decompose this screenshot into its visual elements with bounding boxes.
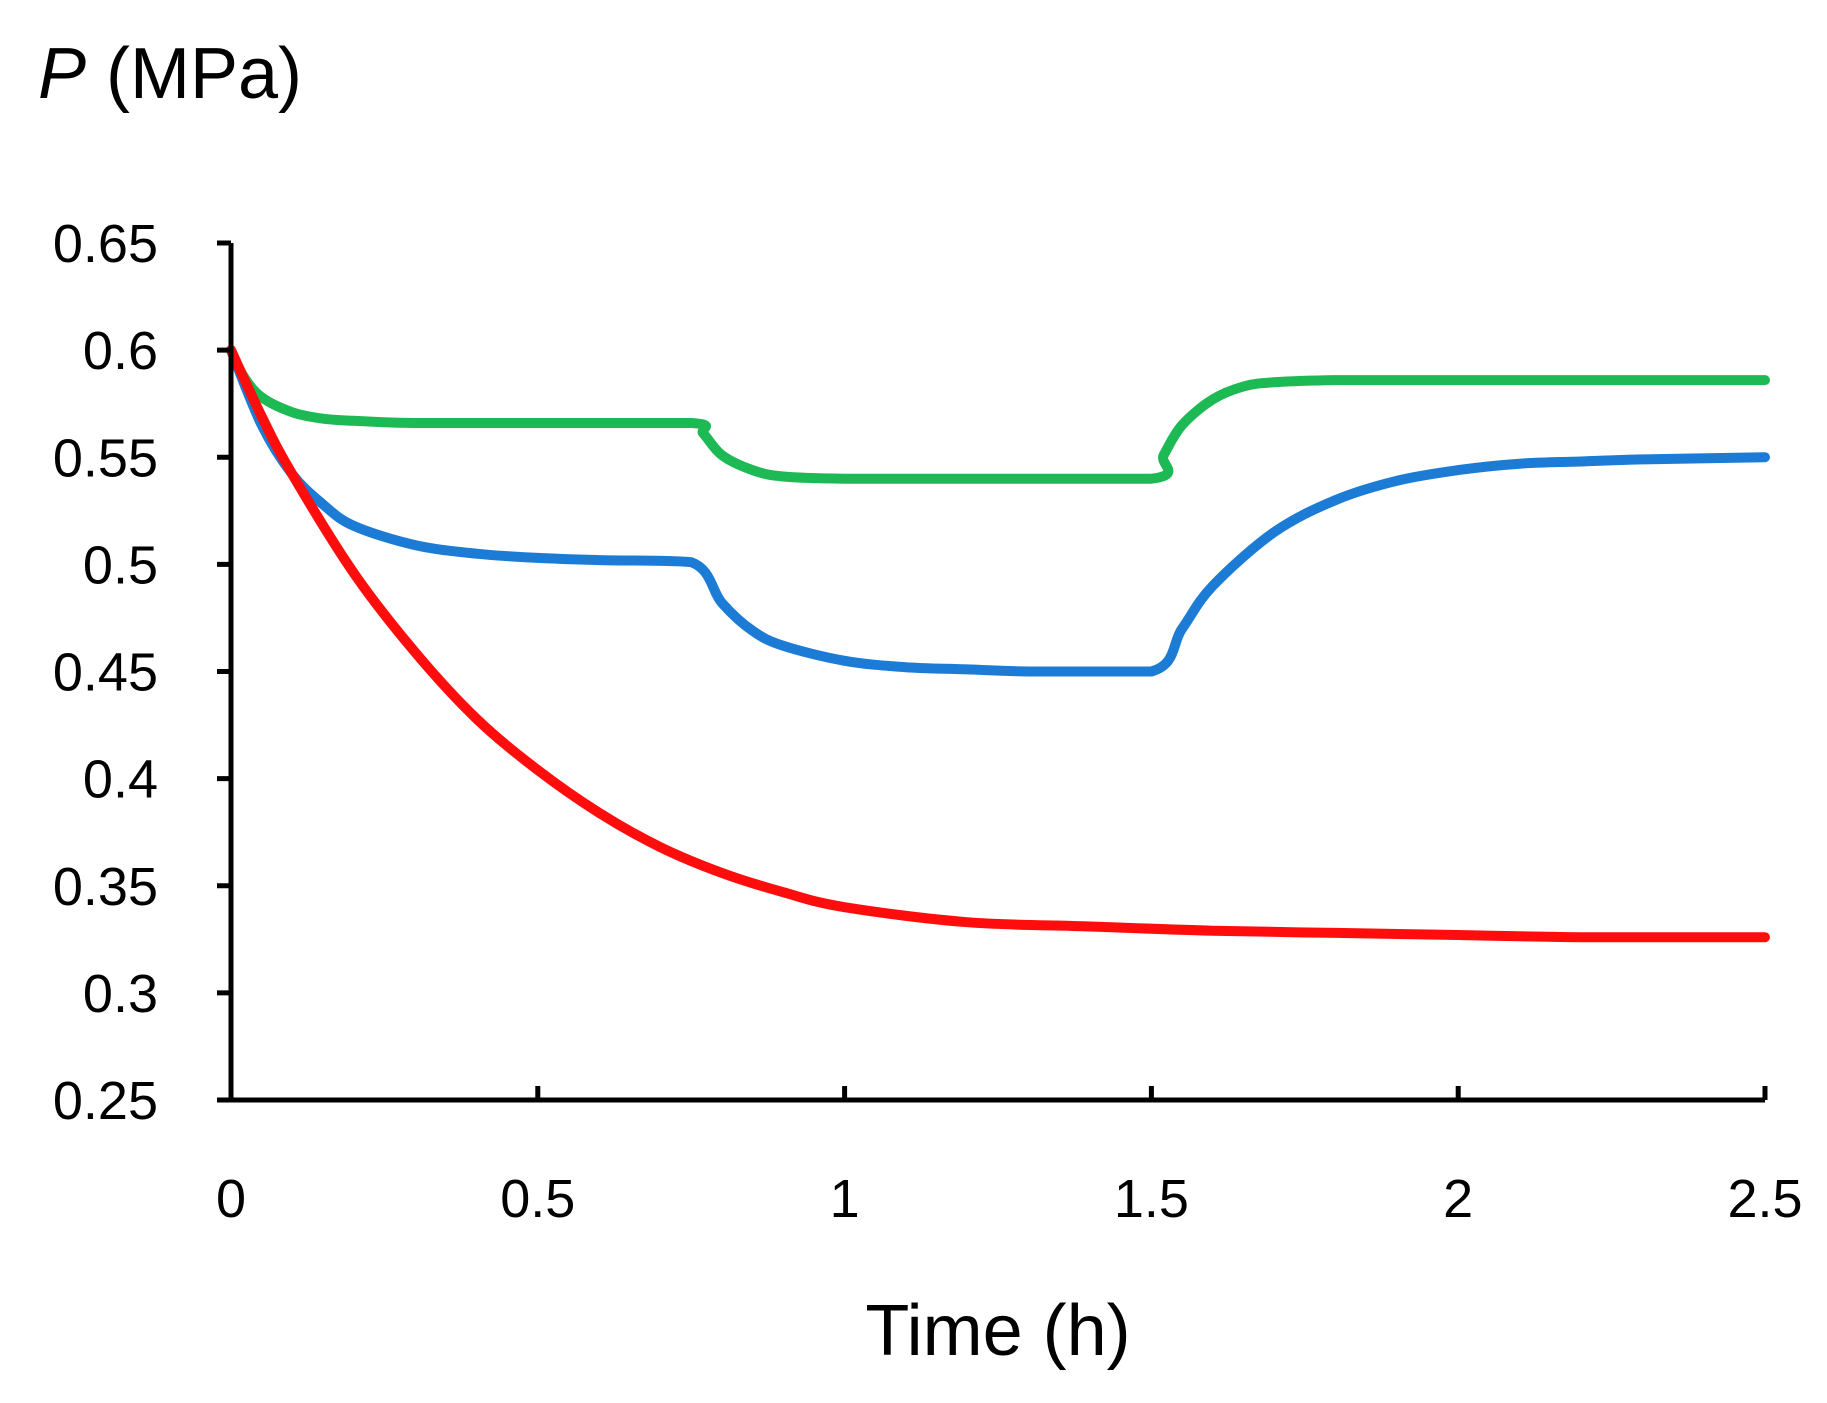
x-tick-label: 2 [1443, 1169, 1473, 1229]
x-tick-label: 0 [216, 1169, 246, 1229]
series-layer [226, 345, 1770, 943]
y-ticks: 0.25 0.3 0.35 0.4 0.45 0.5 0.55 0.6 0.65 [53, 214, 231, 1131]
x-axis-title: Time (h) [865, 1291, 1130, 1371]
x-tick-label: 2.5 [1727, 1169, 1802, 1229]
y-tick-label: 0.6 [83, 321, 158, 381]
y-tick-label: 0.35 [53, 857, 158, 917]
series-line-red [226, 345, 1770, 943]
x-ticks: 0 0.5 1 1.5 2 2.5 [216, 1086, 1803, 1229]
series-line-blue [226, 345, 1770, 677]
series-line-green [226, 345, 1770, 484]
y-tick-label: 0.65 [53, 214, 158, 274]
y-axis-title: P (MPa) [38, 34, 302, 114]
y-tick-label: 0.45 [53, 643, 158, 703]
y-axis-symbol: P [38, 34, 86, 114]
y-tick-label: 0.4 [83, 750, 158, 810]
y-tick-label: 0.55 [53, 428, 158, 488]
y-tick-label: 0.25 [53, 1071, 158, 1131]
x-tick-label: 0.5 [500, 1169, 575, 1229]
y-axis-unit: (MPa) [86, 34, 302, 114]
y-tick-label: 0.5 [83, 535, 158, 595]
x-tick-label: 1.5 [1114, 1169, 1189, 1229]
y-tick-label: 0.3 [83, 964, 158, 1024]
x-tick-label: 1 [830, 1169, 860, 1229]
